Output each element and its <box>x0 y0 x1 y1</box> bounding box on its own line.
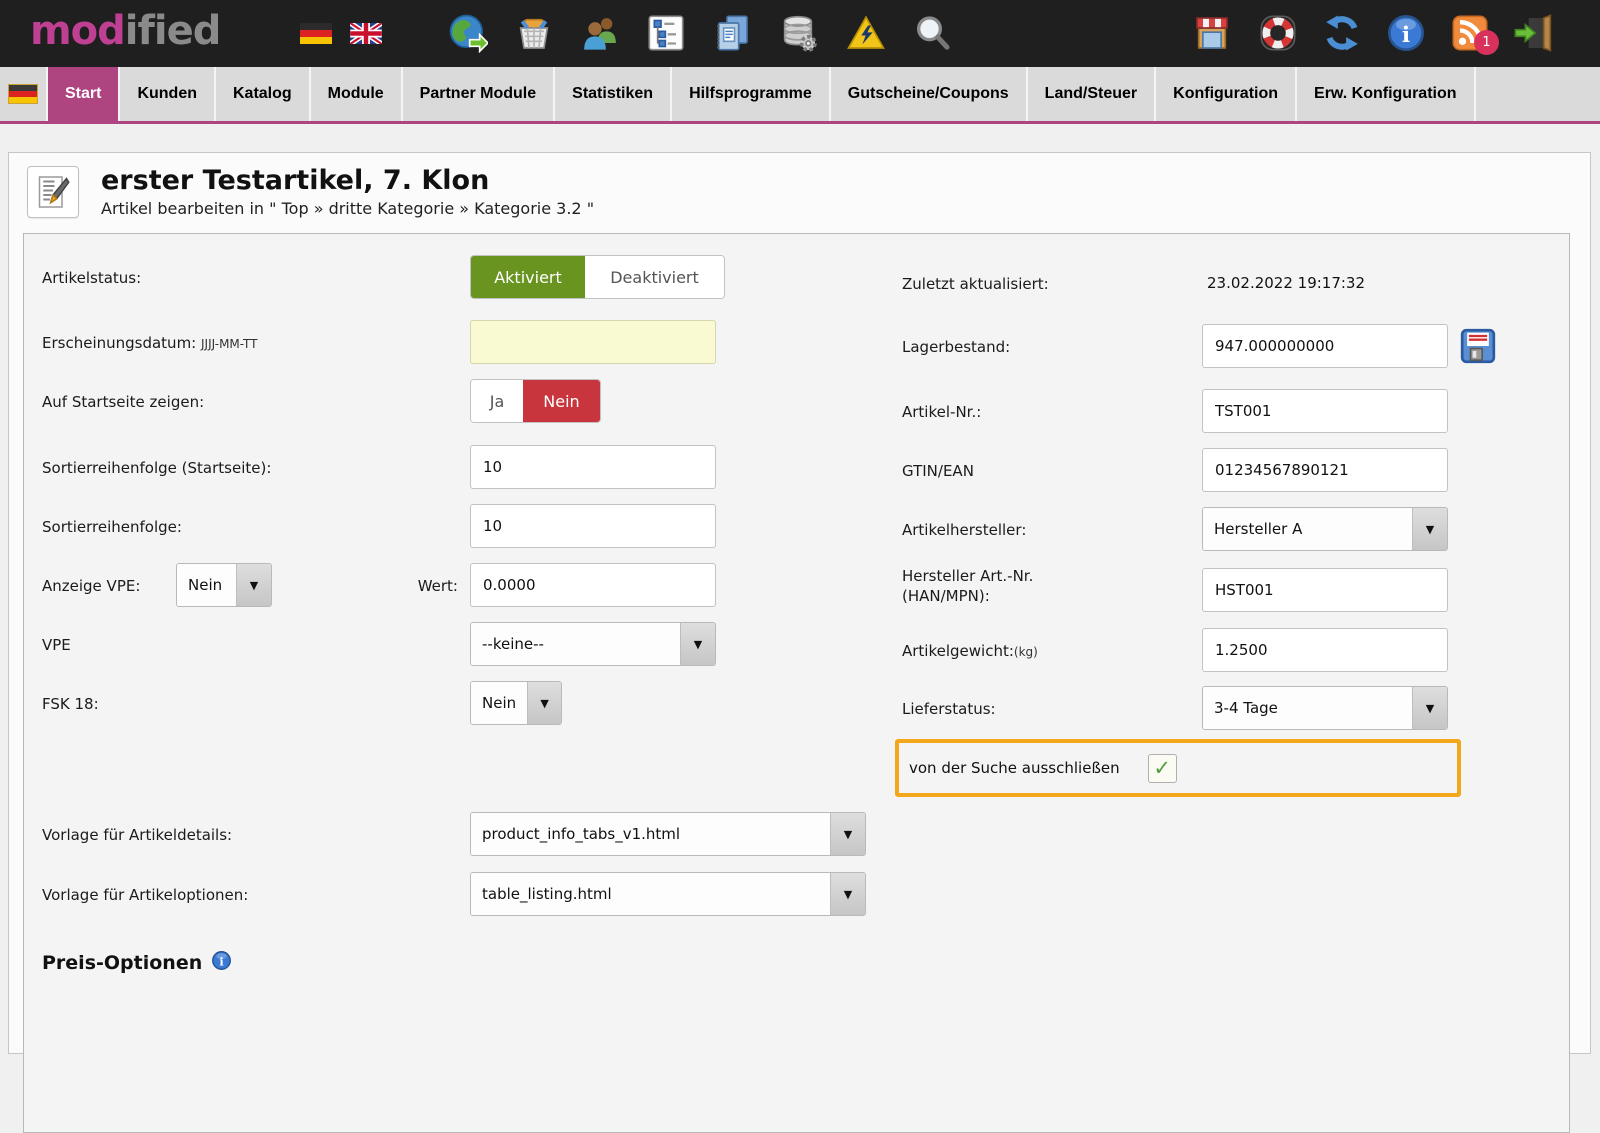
artikel-nr-input[interactable] <box>1202 389 1448 433</box>
main-nav: Start Kunden Katalog Module Partner Modu… <box>0 67 1600 121</box>
nav-accent-line <box>0 121 1600 124</box>
startseite-toggle: Ja Nein <box>470 379 601 423</box>
sortierreihenfolge-label: Sortierreihenfolge: <box>42 518 182 536</box>
suche-ausschliessen-highlight: von der Suche ausschließen ✓ <box>895 739 1461 797</box>
preis-optionen-heading: Preis-Optionen i <box>42 950 232 976</box>
globe-icon[interactable] <box>448 13 488 53</box>
lagerbestand-input[interactable] <box>1202 324 1448 368</box>
tab-erw-konfiguration[interactable]: Erw. Konfiguration <box>1297 67 1476 121</box>
edit-article-icon <box>27 166 79 218</box>
tab-hilfsprogramme[interactable]: Hilfsprogramme <box>672 67 831 121</box>
deaktiviert-button[interactable]: Deaktiviert <box>585 256 724 298</box>
svg-text:i: i <box>1402 23 1410 48</box>
tab-land-steuer[interactable]: Land/Steuer <box>1028 67 1157 121</box>
chevron-down-icon: ▼ <box>1412 687 1447 729</box>
tab-konfiguration[interactable]: Konfiguration <box>1156 67 1298 121</box>
logout-door-icon[interactable] <box>1512 13 1552 53</box>
help-lifebuoy-icon[interactable] <box>1258 13 1298 53</box>
topbar: modified i 1 <box>0 0 1600 67</box>
artikelhersteller-select[interactable]: Hersteller A ▼ <box>1202 507 1448 551</box>
article-form-panel: Artikelstatus: Aktiviert Deaktiviert Ers… <box>23 233 1570 1133</box>
artikelgewicht-input[interactable] <box>1202 628 1448 672</box>
page-header: erster Testartikel, 7. Klon Artikel bear… <box>27 166 594 218</box>
sort-startseite-input[interactable] <box>470 445 716 489</box>
search-icon[interactable] <box>912 13 952 53</box>
sort-startseite-label: Sortierreihenfolge (Startseite): <box>42 459 272 477</box>
anzeige-vpe-label: Anzeige VPE: <box>42 577 141 595</box>
notification-badge[interactable]: 1 <box>1474 30 1499 55</box>
vorlage-artikeldetails-select[interactable]: product_info_tabs_v1.html ▼ <box>470 812 866 856</box>
aktiviert-button[interactable]: Aktiviert <box>471 256 585 298</box>
tab-kunden[interactable]: Kunden <box>120 67 216 121</box>
artikelgewicht-label: Artikelgewicht:(kg) <box>902 642 1038 660</box>
chevron-down-icon: ▼ <box>830 873 865 915</box>
chevron-down-icon: ▼ <box>1412 508 1447 550</box>
database-icon[interactable] <box>778 13 818 53</box>
shop-icon[interactable] <box>1192 13 1232 53</box>
suche-ausschliessen-checkbox[interactable]: ✓ <box>1147 753 1177 783</box>
wert-input[interactable] <box>470 563 716 607</box>
journals-icon[interactable] <box>712 13 752 53</box>
content-box: erster Testartikel, 7. Klon Artikel bear… <box>8 152 1591 1133</box>
wert-label: Wert: <box>417 577 458 595</box>
tab-katalog[interactable]: Katalog <box>216 67 311 121</box>
vorlage-artikeloptionen-label: Vorlage für Artikeloptionen: <box>42 886 249 904</box>
date-format-hint: JJJJ-MM-TT <box>201 337 258 351</box>
ja-button[interactable]: Ja <box>471 380 523 422</box>
basket-icon[interactable] <box>514 13 554 53</box>
startseite-label: Auf Startseite zeigen: <box>42 393 205 411</box>
chevron-down-icon: ▼ <box>236 564 271 606</box>
lieferstatus-label: Lieferstatus: <box>902 700 996 718</box>
vorlage-artikeloptionen-select[interactable]: table_listing.html ▼ <box>470 872 866 916</box>
page-title: erster Testartikel, 7. Klon <box>101 165 490 196</box>
erscheinungsdatum-input[interactable] <box>470 320 716 364</box>
nav-language-flag[interactable] <box>0 67 48 121</box>
svg-text:i: i <box>220 954 225 968</box>
artikelstatus-toggle: Aktiviert Deaktiviert <box>470 255 725 299</box>
vpe-select[interactable]: --keine-- ▼ <box>470 622 716 666</box>
suche-ausschliessen-label: von der Suche ausschließen <box>909 759 1120 777</box>
zuletzt-aktualisiert-value: 23.02.2022 19:17:32 <box>1207 274 1366 292</box>
refresh-icon[interactable] <box>1322 13 1362 53</box>
hersteller-artnr-label: Hersteller Art.-Nr. (HAN/MPN): <box>902 567 1034 605</box>
save-icon[interactable] <box>1458 326 1498 366</box>
tab-partner-module[interactable]: Partner Module <box>403 67 556 121</box>
info-icon[interactable]: i <box>211 950 232 976</box>
artikelhersteller-label: Artikelhersteller: <box>902 521 1027 539</box>
modified-logo[interactable]: modified <box>30 8 221 54</box>
chevron-down-icon: ▼ <box>830 813 865 855</box>
gtin-ean-input[interactable] <box>1202 448 1448 492</box>
breadcrumb: Artikel bearbeiten in " Top » dritte Kat… <box>101 199 595 218</box>
fsk18-label: FSK 18: <box>42 695 99 713</box>
chevron-down-icon: ▼ <box>680 623 715 665</box>
nein-button[interactable]: Nein <box>523 380 600 422</box>
lieferstatus-select[interactable]: 3-4 Tage ▼ <box>1202 686 1448 730</box>
artikel-nr-label: Artikel-Nr.: <box>902 403 982 421</box>
german-flag-icon[interactable] <box>296 13 336 53</box>
fsk18-select[interactable]: Nein ▼ <box>470 681 562 725</box>
uk-flag-icon[interactable] <box>346 13 386 53</box>
tab-start[interactable]: Start <box>48 67 121 121</box>
lagerbestand-label: Lagerbestand: <box>902 338 1011 356</box>
anzeige-vpe-select[interactable]: Nein ▼ <box>176 563 272 607</box>
tab-statistiken[interactable]: Statistiken <box>555 67 673 121</box>
warning-lightning-icon[interactable] <box>846 13 886 53</box>
gtin-ean-label: GTIN/EAN <box>902 462 974 480</box>
category-tree-icon[interactable] <box>646 13 686 53</box>
vorlage-artikeldetails-label: Vorlage für Artikeldetails: <box>42 826 233 844</box>
hersteller-artnr-input[interactable] <box>1202 568 1448 612</box>
erscheinungsdatum-label: Erscheinungsdatum: JJJJ-MM-TT <box>42 334 258 352</box>
tab-module[interactable]: Module <box>311 67 403 121</box>
sortierreihenfolge-input[interactable] <box>470 504 716 548</box>
zuletzt-aktualisiert-label: Zuletzt aktualisiert: <box>902 275 1049 293</box>
artikelstatus-label: Artikelstatus: <box>42 269 142 287</box>
customers-icon[interactable] <box>580 13 620 53</box>
tab-gutscheine-coupons[interactable]: Gutscheine/Coupons <box>831 67 1028 121</box>
info-icon[interactable]: i <box>1386 13 1426 53</box>
vpe-label: VPE <box>42 636 71 654</box>
chevron-down-icon: ▼ <box>527 682 561 724</box>
